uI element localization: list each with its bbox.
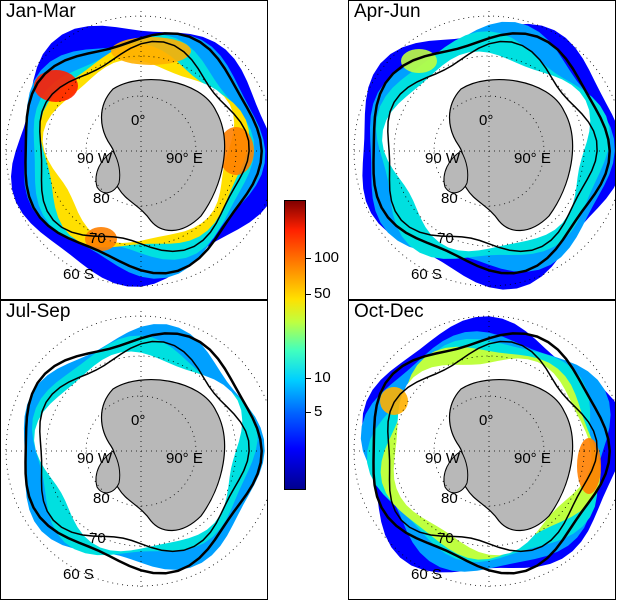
lon-label-90w: 90 W (425, 150, 461, 167)
ice-edge-contour (372, 332, 611, 575)
lat-label-80: 80 (93, 190, 110, 207)
lon-label-90e: 90° E (514, 150, 551, 167)
lon-label-90w: 90 W (425, 450, 461, 467)
lat-label-70: 70 (89, 230, 106, 247)
colorbar-label-10: 10 (314, 369, 331, 386)
lon-label-90e: 90° E (166, 450, 203, 467)
panel-title: Jul-Sep (4, 301, 73, 323)
colorbar-tick (306, 378, 311, 379)
colorbar: 100 50 10 5 (284, 200, 354, 496)
panel-title: Oct-Dec (352, 301, 426, 323)
polar-map-apr-jun (353, 11, 615, 291)
lon-label-90w: 90 W (77, 150, 113, 167)
map-panel-oct-dec: Oct-Dec 0° 90 W 90° E 80 70 60 S (348, 300, 616, 600)
ice-edge-contour (372, 32, 611, 275)
antarctica-landmass (449, 78, 574, 232)
antarctica-landmass (449, 378, 574, 532)
lon-label-0: 0° (131, 112, 146, 129)
lon-label-0: 0° (479, 112, 494, 129)
antarctica-landmass (101, 78, 226, 232)
lat-label-70: 70 (89, 530, 106, 547)
lon-label-90e: 90° E (166, 150, 203, 167)
lat-label-60s: 60 S (63, 566, 94, 583)
colorbar-label-100: 100 (314, 249, 340, 266)
lon-label-0: 0° (479, 412, 494, 429)
colorbar-tick (306, 412, 311, 413)
lat-label-60s: 60 S (63, 266, 94, 283)
lat-label-80: 80 (93, 490, 110, 507)
lat-label-70: 70 (437, 530, 454, 547)
antarctic-peninsula (95, 150, 121, 194)
polar-map-jul-sep (5, 311, 267, 591)
polar-map-oct-dec (353, 311, 615, 591)
hotspot (577, 438, 601, 494)
map-panel-jan-mar: Jan-Mar 0° 90 W 90° E 80 70 60 S (0, 0, 268, 300)
hotspot (34, 70, 78, 102)
lat-label-80: 80 (441, 490, 458, 507)
polar-map-jan-mar (5, 11, 267, 291)
lat-label-60s: 60 S (411, 266, 442, 283)
antarctic-peninsula (95, 450, 121, 494)
antarctic-peninsula (443, 450, 469, 494)
colorbar-gradient (284, 200, 306, 490)
colorbar-label-5: 5 (314, 403, 323, 420)
lat-label-80: 80 (441, 190, 458, 207)
lon-label-0: 0° (131, 412, 146, 429)
map-panel-apr-jun: Apr-Jun 0° 90 W 90° E 80 70 60 S (348, 0, 616, 300)
colorbar-tick (306, 294, 311, 295)
colorbar-tick (306, 258, 311, 259)
ice-edge-contour (24, 32, 263, 275)
lat-label-70: 70 (437, 230, 454, 247)
ice-edge-contour (24, 332, 263, 575)
map-panel-jul-sep: Jul-Sep 0° 90 W 90° E 80 70 60 S (0, 300, 268, 600)
lon-label-90e: 90° E (514, 450, 551, 467)
panel-title: Jan-Mar (4, 1, 78, 23)
colorbar-label-50: 50 (314, 285, 331, 302)
hotspot (401, 49, 437, 73)
antarctic-peninsula (443, 150, 469, 194)
lat-label-60s: 60 S (411, 566, 442, 583)
panel-title: Apr-Jun (352, 1, 423, 23)
hotspot (85, 227, 117, 251)
lon-label-90w: 90 W (77, 450, 113, 467)
antarctica-landmass (101, 378, 226, 532)
